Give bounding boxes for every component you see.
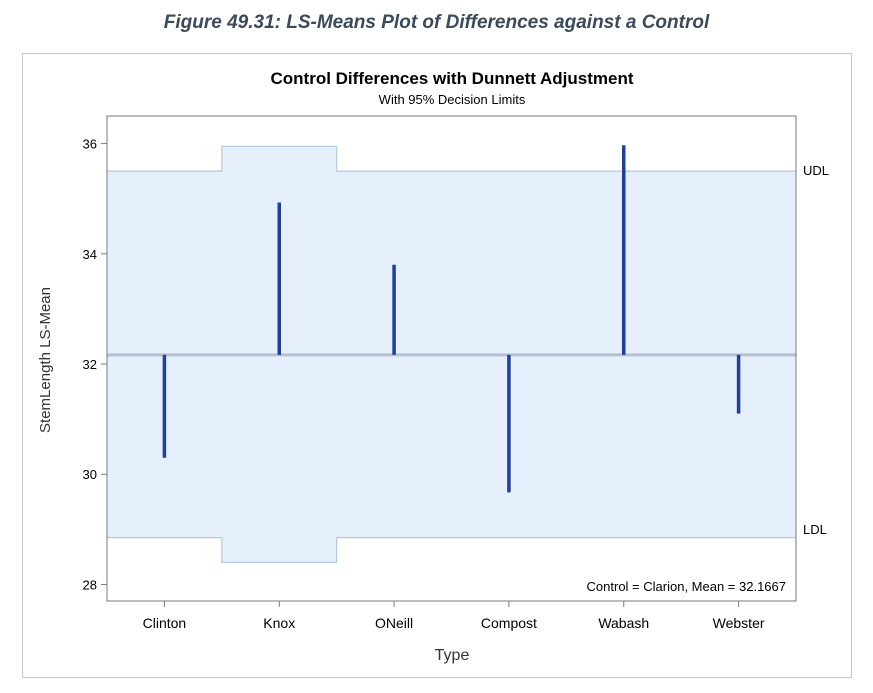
x-tick-label-clinton: Clinton — [143, 615, 187, 631]
plot-area-border — [106, 115, 797, 602]
ldl-label: LDL — [803, 522, 827, 537]
control-annotation: Control = Clarion, Mean = 32.1667 — [587, 579, 786, 594]
y-tick-label-36: 36 — [83, 137, 97, 152]
udl-label: UDL — [803, 163, 829, 178]
lower-decision-limit — [107, 537, 796, 564]
y-tick-label-34: 34 — [83, 247, 97, 262]
x-tick-label-oneill: ONeill — [375, 615, 413, 631]
y-tick-label-30: 30 — [83, 467, 97, 482]
chart-subtitle: With 95% Decision Limits — [379, 92, 526, 107]
figure-caption: Figure 49.31: LS-Means Plot of Differenc… — [163, 12, 710, 33]
x-tick-label-webster: Webster — [713, 615, 765, 631]
y-tick-label-32: 32 — [83, 357, 97, 372]
x-tick-label-compost: Compost — [481, 615, 537, 631]
x-tick-label-knox: Knox — [263, 615, 295, 631]
chart-title: Control Differences with Dunnett Adjustm… — [271, 69, 634, 88]
y-axis-label: StemLength LS-Mean — [37, 287, 54, 433]
y-tick-label-28: 28 — [83, 577, 97, 592]
x-tick-label-wabash: Wabash — [598, 615, 649, 631]
x-axis-label: Type — [435, 647, 470, 664]
upper-decision-limit — [107, 145, 796, 172]
